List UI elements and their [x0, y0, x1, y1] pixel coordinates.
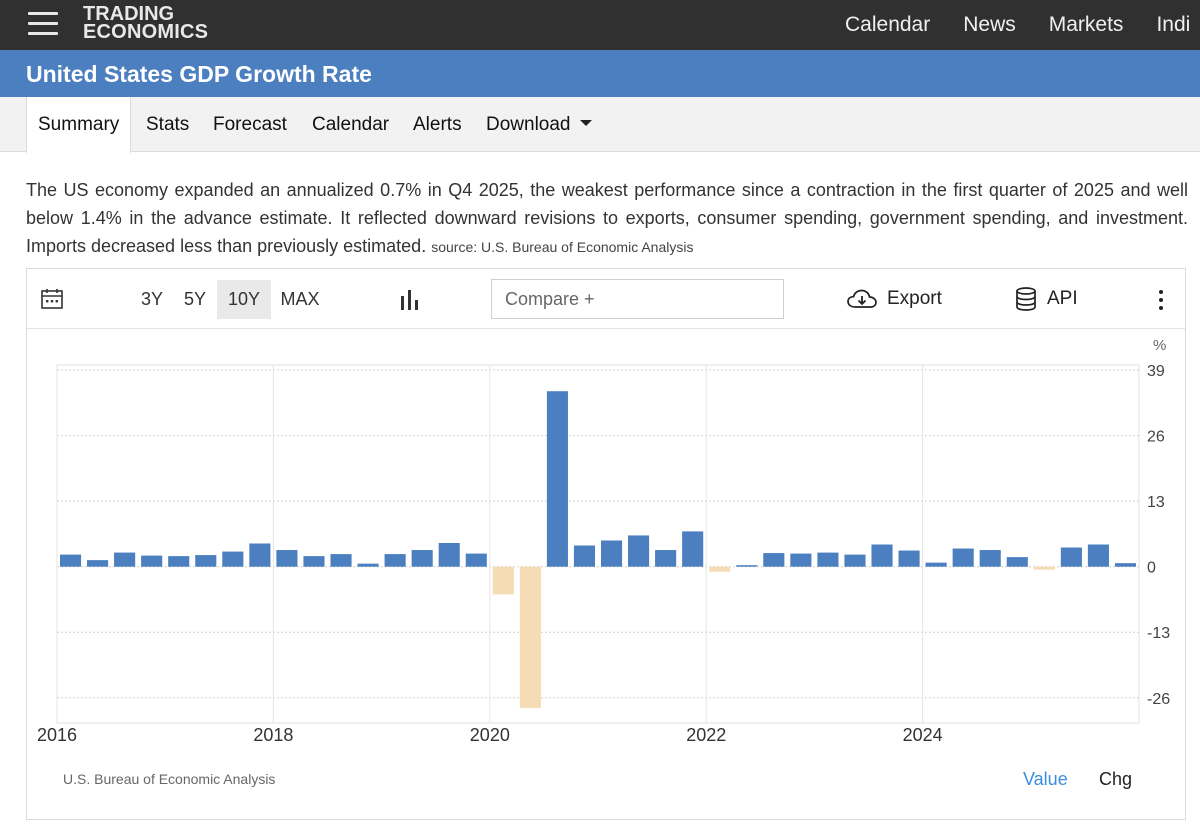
bar — [330, 554, 352, 567]
tabs-bar: Summary Stats Forecast Calendar Alerts D… — [0, 97, 1200, 153]
bar — [357, 563, 379, 567]
bar — [222, 551, 244, 567]
bar — [411, 550, 433, 567]
calendar-icon[interactable] — [41, 289, 63, 309]
bar — [736, 565, 758, 567]
bar — [141, 555, 163, 567]
bar — [87, 560, 109, 567]
nav-indicators[interactable]: Indi — [1156, 13, 1191, 36]
tab-calendar[interactable]: Calendar — [312, 114, 390, 135]
bar — [438, 542, 460, 567]
chart-toolbar: 3Y 5Y 10Y MAX Export API — [27, 269, 1185, 329]
bar — [1033, 566, 1055, 570]
tab-download-label: Download — [486, 114, 571, 135]
bar — [628, 535, 650, 567]
more-options-icon[interactable] — [1154, 289, 1168, 311]
x-tick-label: 2018 — [253, 725, 293, 745]
chart-panel: 3Y 5Y 10Y MAX Export API — [26, 268, 1186, 820]
bar — [600, 540, 623, 567]
bar — [573, 545, 596, 567]
logo[interactable]: TRADING ECONOMICS — [83, 3, 209, 43]
logo-line-2: ECONOMICS — [83, 21, 209, 43]
bar — [492, 566, 514, 595]
bar — [898, 550, 920, 567]
description: The US economy expanded an annualized 0.… — [26, 176, 1188, 261]
tab-download[interactable]: Download — [486, 97, 592, 152]
bar — [925, 562, 947, 567]
x-tick-label: 2020 — [470, 725, 510, 745]
bar — [682, 531, 704, 567]
api-button[interactable]: API — [1015, 287, 1078, 311]
y-tick-label: 39 — [1147, 363, 1165, 380]
value-toggle[interactable]: Value — [1023, 769, 1068, 789]
bar — [763, 553, 785, 567]
bar — [276, 550, 298, 567]
y-tick-label: -13 — [1147, 625, 1170, 642]
logo-line-1: TRADING — [83, 3, 175, 25]
chart-source: U.S. Bureau of Economic Analysis — [63, 771, 276, 787]
range-3y[interactable]: 3Y — [140, 289, 164, 309]
x-tick-label: 2022 — [686, 725, 726, 745]
top-nav: Calendar News Markets Indi — [845, 0, 1200, 50]
cloud-download-icon — [847, 289, 877, 308]
bar — [844, 554, 866, 567]
y-tick-label: 0 — [1147, 560, 1156, 577]
bar — [546, 391, 568, 567]
database-icon — [1016, 287, 1036, 311]
nav-calendar[interactable]: Calendar — [845, 13, 931, 36]
x-tick-label: 2024 — [903, 725, 943, 745]
bar — [817, 552, 839, 567]
bar — [790, 553, 812, 567]
tab-alerts[interactable]: Alerts — [413, 114, 462, 135]
tab-summary[interactable]: Summary — [26, 97, 132, 153]
range-max[interactable]: MAX — [280, 289, 320, 309]
bar — [59, 554, 82, 567]
range-10y[interactable]: 10Y — [217, 280, 271, 319]
bar — [1006, 557, 1028, 567]
bar — [168, 556, 190, 567]
y-tick-label: 26 — [1147, 429, 1165, 446]
tab-forecast[interactable]: Forecast — [213, 114, 287, 135]
export-button[interactable]: Export — [847, 287, 942, 311]
bar — [114, 552, 136, 567]
caret-down-icon — [579, 120, 592, 127]
y-tick-label: 13 — [1147, 494, 1165, 511]
menu-icon[interactable] — [28, 11, 58, 37]
description-text: The US economy expanded an annualized 0.… — [26, 180, 1188, 256]
bar — [979, 550, 1001, 567]
x-tick-label: 2016 — [37, 725, 77, 745]
description-source: source: U.S. Bureau of Economic Analysis — [431, 239, 694, 255]
bar — [303, 556, 325, 567]
plot-frame — [56, 364, 1140, 724]
tab-stats[interactable]: Stats — [146, 114, 190, 135]
export-label: Export — [887, 288, 942, 309]
bar — [195, 555, 217, 567]
title-band: United States GDP Growth Rate — [0, 50, 1200, 97]
page-title: United States GDP Growth Rate — [26, 61, 372, 87]
bar — [709, 566, 731, 572]
range-5y[interactable]: 5Y — [183, 289, 207, 309]
gdp-bar-chart: 39 26 13 0 -13 -26% 2016 2018 2020 2022 2024 — [37, 337, 1170, 745]
compare-input[interactable] — [491, 279, 784, 319]
chg-toggle[interactable]: Chg — [1099, 769, 1133, 789]
bar — [384, 554, 406, 567]
nav-news[interactable]: News — [963, 13, 1016, 36]
bar — [871, 544, 893, 567]
chart-type-icon[interactable] — [401, 290, 419, 310]
bar — [1087, 544, 1109, 567]
bar — [249, 543, 271, 567]
bar — [1114, 563, 1137, 567]
top-bar: TRADING ECONOMICS Calendar News Markets … — [0, 0, 1200, 50]
api-label: API — [1047, 288, 1078, 309]
bar — [952, 548, 974, 567]
bar — [465, 553, 487, 567]
y-unit-label: % — [1153, 337, 1166, 354]
y-tick-label: -26 — [1147, 691, 1170, 708]
nav-markets[interactable]: Markets — [1048, 13, 1124, 36]
bar — [519, 566, 541, 708]
bar — [655, 550, 677, 567]
bar — [1060, 547, 1082, 567]
